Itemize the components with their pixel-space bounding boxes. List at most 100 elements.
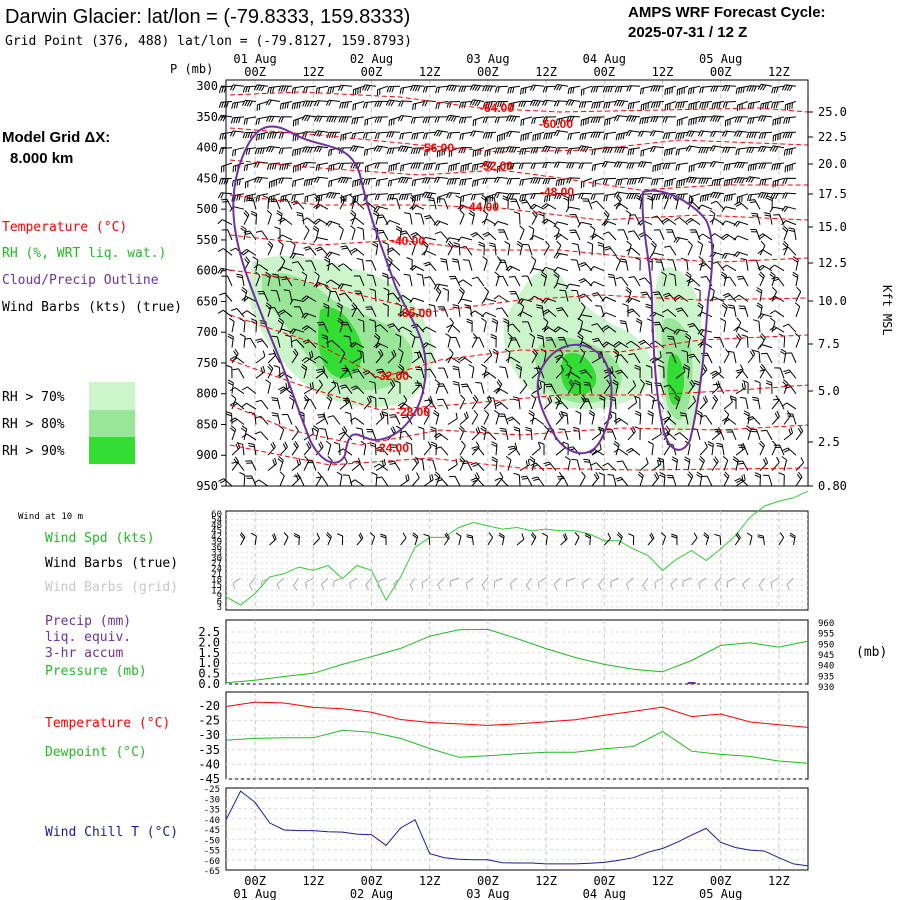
precip-pressure-panel: Precip (mm) liq. equiv. 3-hr accum Press… (45, 614, 887, 693)
wind-barb (769, 326, 785, 333)
cloud-precip-outlines (232, 125, 714, 464)
wind-barb (733, 130, 749, 138)
wind-barb (369, 395, 377, 410)
wind-barb (468, 210, 475, 225)
wind-barb (541, 532, 548, 546)
wind-barb (723, 177, 737, 187)
wind-barb (577, 328, 593, 334)
wind-barb (563, 195, 570, 210)
wind-barb (619, 258, 629, 271)
wind-barb (293, 532, 300, 546)
wind-barb (505, 456, 512, 471)
pressure-tick-label: 945 (818, 651, 834, 661)
wind-barb (436, 193, 449, 204)
wind-barb (339, 101, 353, 109)
temperature-contour-label: -64.00 (480, 101, 514, 115)
wind-barb (579, 369, 593, 379)
wind-barb (722, 101, 737, 108)
wind-barb (340, 131, 353, 142)
wind-barb (626, 85, 641, 92)
wind-barb (757, 115, 773, 122)
wind-barb (613, 191, 629, 198)
wind-barb (784, 162, 797, 173)
wind-barb (433, 176, 449, 184)
rh-70-swatch (89, 382, 135, 410)
temperature-contour-label: -32.00 (375, 369, 409, 383)
wind-tick-label: 9 (217, 592, 222, 602)
wind-barb (553, 252, 569, 259)
wind-barb (386, 247, 401, 256)
height-tick-label: 0.80 (818, 479, 847, 493)
wind-barb (469, 130, 485, 137)
wind-barb (423, 473, 434, 487)
wind-barb (721, 220, 737, 226)
wind-barb (616, 460, 629, 471)
wind-barb (745, 425, 752, 441)
pressure-tick-label: 900 (196, 448, 218, 462)
wind-barb (734, 201, 749, 210)
wind-barb (241, 295, 257, 302)
wind-barb (271, 335, 281, 348)
wind-barb (399, 230, 413, 241)
wind-barb (499, 366, 509, 379)
wind-barb (356, 258, 365, 271)
wind-barb (601, 296, 617, 302)
wind-barb (555, 116, 569, 126)
cross-section-axes: 300 350 400 450 500 550 600 650 700 750 800 850 900 9… (196, 52, 847, 493)
wind-barb (610, 577, 620, 588)
wind-tick-label: 45 (211, 526, 222, 536)
wind-tick-label: 33 (211, 548, 222, 558)
wind-barb (725, 429, 737, 441)
wind-barb (561, 411, 569, 425)
wind-barb (735, 473, 746, 487)
wind-barb (435, 286, 442, 302)
wind-barb (542, 309, 557, 318)
wind-barb (339, 348, 346, 364)
wind-barb (506, 416, 521, 425)
wind-barb (449, 275, 461, 287)
wind-barb (373, 205, 389, 213)
wind-barb (614, 146, 629, 154)
wind-barb (220, 162, 233, 173)
wind-barb (607, 474, 617, 487)
wind-barb (374, 131, 389, 140)
wind-speed-label: Wind Spd (kts) (45, 531, 155, 546)
wind-barb (637, 130, 653, 137)
wind-barb (615, 354, 629, 364)
wind-barb (781, 456, 788, 471)
wind-barb (315, 441, 324, 456)
wind-barb (291, 193, 305, 202)
wind-barb (481, 218, 497, 226)
wind-barb (660, 532, 667, 546)
wind-barb (279, 256, 286, 271)
wind-barb (740, 258, 749, 271)
wind-barb (333, 441, 341, 456)
chill-tick-label: -65 (204, 867, 220, 877)
wind-barb (362, 177, 377, 186)
wind-barb (710, 370, 725, 379)
wind-barb (481, 577, 489, 591)
wind-barb (380, 533, 387, 546)
wind-barb (433, 220, 449, 227)
wind-barb (412, 532, 419, 546)
wind-barbs-true-label: Wind Barbs (true) (45, 556, 178, 571)
top-time-label: 12Z (419, 65, 441, 79)
wind-barb (613, 115, 629, 122)
wind-barb (565, 99, 581, 107)
wind-barb (338, 162, 353, 170)
wind-barb (650, 101, 665, 109)
wind-barb (303, 350, 314, 364)
wind-barb (385, 99, 401, 107)
wind-barb (449, 577, 459, 588)
wind-barb (735, 333, 742, 348)
wind-barb (446, 131, 461, 139)
wind-barb (661, 326, 677, 333)
wind-barb (445, 192, 461, 199)
wind-barb (436, 147, 449, 158)
wind-barb (221, 198, 233, 210)
wind-barb (228, 317, 235, 333)
wind-barb (303, 441, 312, 456)
wind-barb (457, 236, 473, 243)
wind-barb (507, 445, 521, 456)
wind-barb (278, 386, 293, 395)
